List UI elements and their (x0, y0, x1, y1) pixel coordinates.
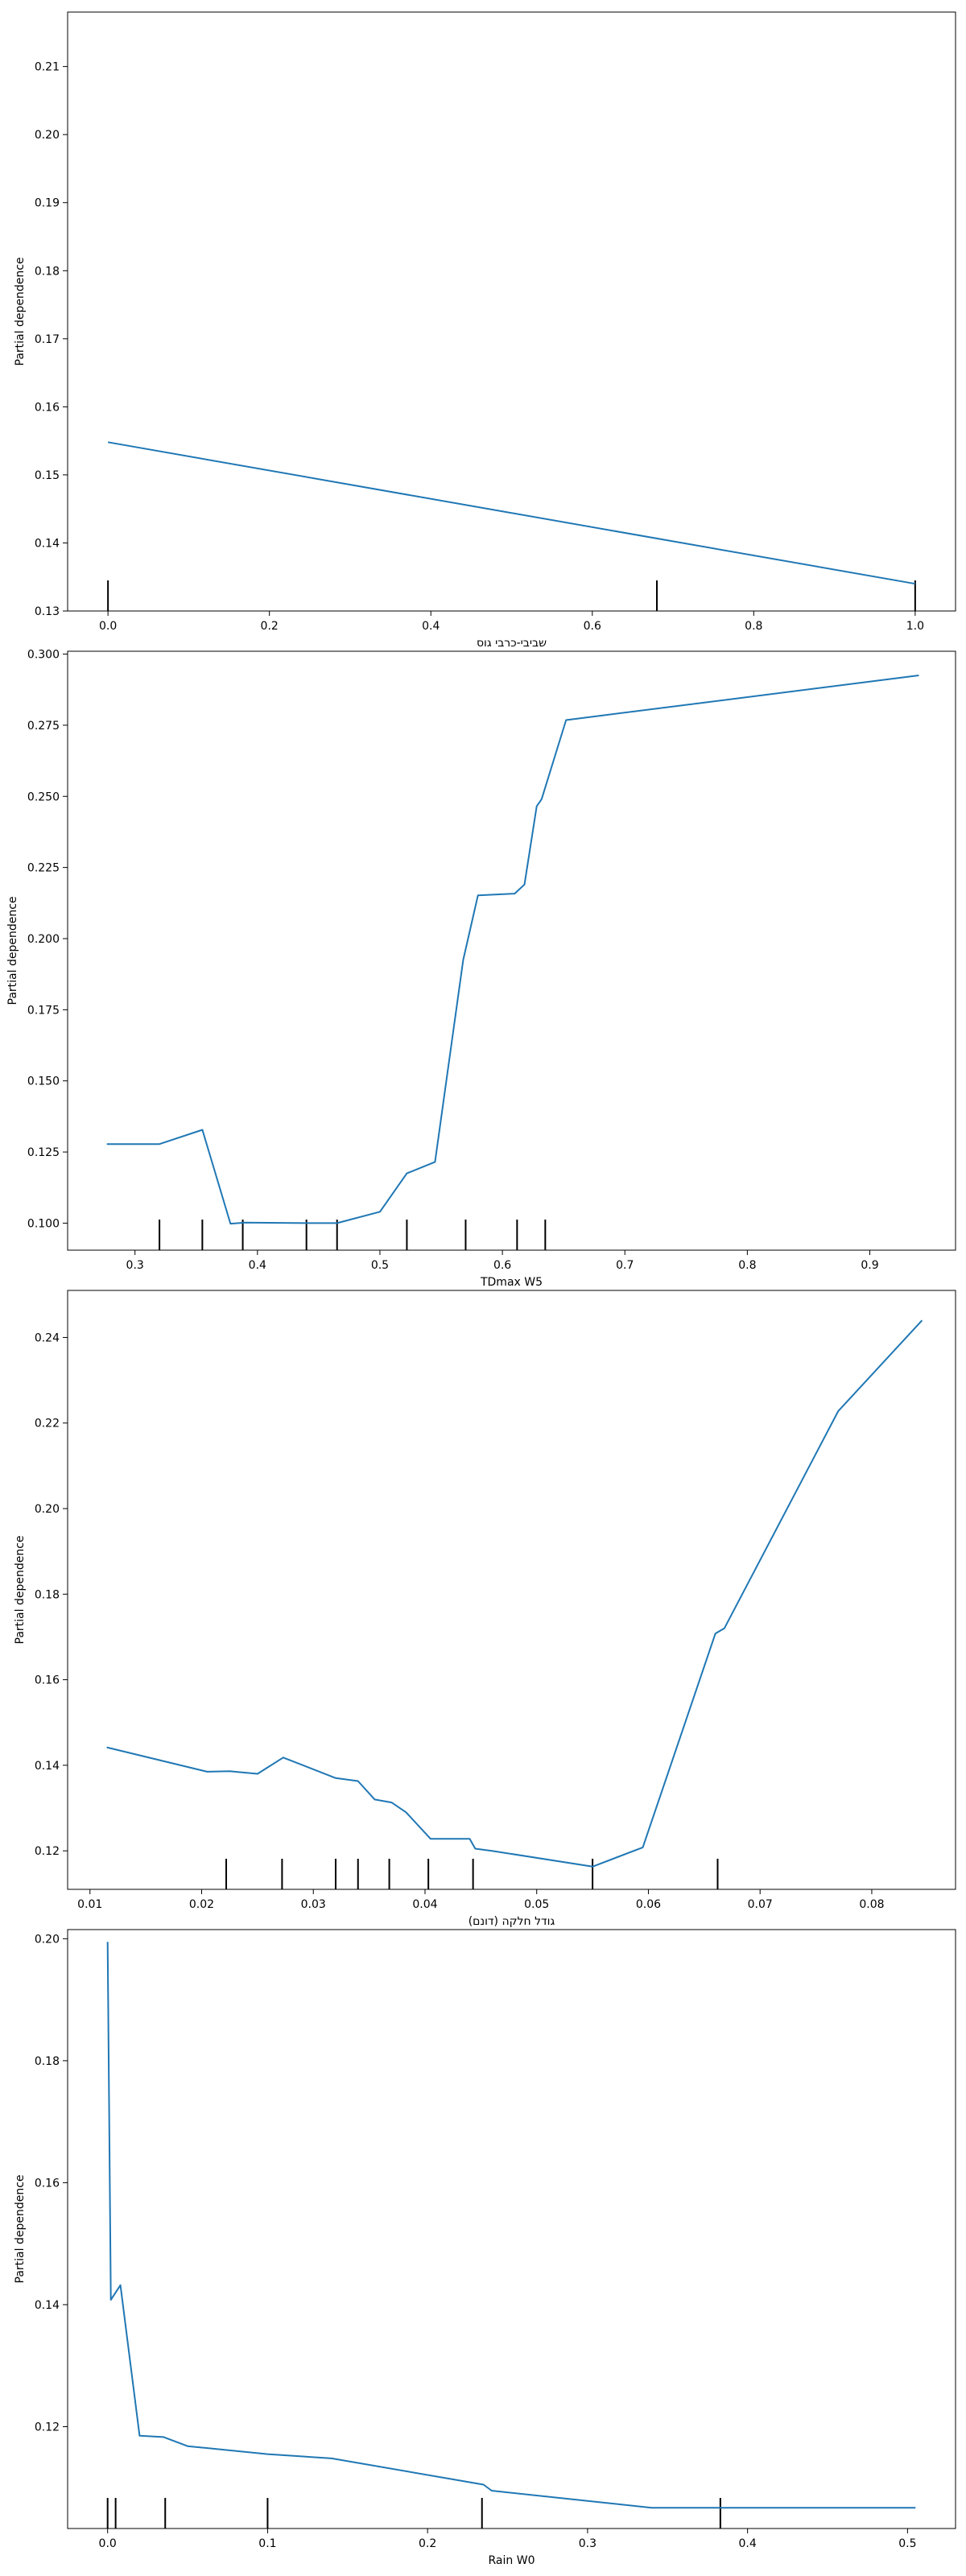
y-tick-label: 0.300 (27, 649, 60, 662)
x-tick-label: 0.06 (636, 1898, 661, 1911)
x-tick-label: 0.0 (99, 620, 117, 633)
y-tick-label: 0.18 (35, 265, 60, 278)
y-tick-label: 0.17 (35, 333, 60, 346)
x-tick-label: 0.04 (412, 1898, 437, 1911)
chart-panel-4: 0.0 0.1 0.2 0.3 0.4 0.5 0.12 0.14 0.16 0.18 0.20 Ra… (14, 1929, 956, 2567)
x-axis-label: שביבי-כרבי גוס (477, 637, 547, 650)
x-tick-label: 0.4 (249, 1259, 266, 1272)
x-axis-label: Rain W0 (489, 2554, 535, 2567)
x-tick-label: 0.4 (422, 620, 440, 633)
y-tick-label: 0.125 (27, 1146, 60, 1159)
y-tick-label: 0.12 (35, 1845, 60, 1858)
x-tick-label: 0.08 (859, 1898, 884, 1911)
y-tick-label: 0.19 (35, 197, 60, 210)
x-tick-label: 0.8 (738, 1259, 756, 1272)
x-tick-label: 1.0 (906, 620, 924, 633)
plot-frame (67, 11, 956, 612)
plot-frame (67, 1290, 956, 1890)
y-tick-label: 0.18 (35, 2055, 60, 2068)
x-tick-label: 0.4 (739, 2537, 757, 2550)
x-tick-label: 0.2 (261, 620, 279, 633)
plot-frame (67, 650, 956, 1251)
y-tick-label: 0.100 (27, 1217, 60, 1230)
y-tick-label: 0.250 (27, 791, 60, 803)
x-tick-label: 0.02 (189, 1898, 214, 1911)
x-tick-label: 0.0 (99, 2537, 117, 2550)
y-tick-label: 0.16 (35, 401, 60, 414)
x-tick-label: 0.1 (258, 2537, 276, 2550)
x-tick-label: 0.03 (301, 1898, 326, 1911)
y-tick-label: 0.20 (35, 129, 60, 142)
y-axis-label: Partial dependence (14, 2174, 27, 2283)
y-tick-label: 0.175 (27, 1004, 60, 1017)
pd-line (107, 441, 916, 585)
y-tick-label: 0.200 (27, 933, 60, 946)
y-tick-label: 0.18 (35, 1588, 60, 1601)
x-axis-label: גודל חלקה (דונם) (469, 1915, 555, 1928)
x-tick-label: 0.07 (748, 1898, 773, 1911)
x-tick-label: 0.8 (745, 620, 762, 633)
y-tick-label: 0.150 (27, 1075, 60, 1088)
pd-line (106, 675, 919, 1225)
x-tick-label: 0.5 (898, 2537, 916, 2550)
y-tick-label: 0.20 (35, 1503, 60, 1516)
x-tick-label: 0.7 (616, 1259, 634, 1272)
x-tick-label: 0.3 (126, 1259, 144, 1272)
y-tick-label: 0.13 (35, 605, 60, 618)
y-tick-label: 0.275 (27, 720, 60, 733)
y-tick-label: 0.12 (35, 2421, 60, 2434)
chart-panel-2: 0.3 0.4 0.5 0.6 0.7 0.8 0.9 0.100 0.125 0.150 0.17… (6, 649, 956, 1289)
x-axis-label: TDmax W5 (480, 1276, 543, 1289)
x-tick-label: 0.3 (579, 2537, 597, 2550)
y-tick-label: 0.16 (35, 1674, 60, 1687)
y-tick-label: 0.22 (35, 1418, 60, 1430)
pd-line (106, 1942, 916, 2509)
y-tick-label: 0.24 (35, 1331, 60, 1344)
chart-panel-3: 0.01 0.02 0.03 0.04 0.05 0.06 0.07 0.08 0.12 0.14… (14, 1290, 956, 1928)
y-tick-label: 0.16 (35, 2177, 60, 2190)
y-tick-label: 0.14 (35, 1760, 60, 1773)
chart-panel-1: 0.0 0.2 0.4 0.6 0.8 1.0 0.13 0.14 0.15 0.16 0.17 0.… (14, 11, 956, 650)
y-tick-label: 0.20 (35, 1933, 60, 1946)
x-tick-label: 0.9 (861, 1259, 878, 1272)
x-tick-label: 0.5 (371, 1259, 389, 1272)
y-axis-label: Partial dependence (14, 257, 27, 365)
y-tick-label: 0.14 (35, 2299, 60, 2312)
y-tick-label: 0.21 (35, 61, 60, 74)
y-tick-label: 0.14 (35, 537, 60, 550)
y-tick-label: 0.225 (27, 862, 60, 875)
y-axis-label: Partial dependence (6, 896, 19, 1005)
x-tick-label: 0.01 (77, 1898, 102, 1911)
plot-frame (67, 1929, 956, 2529)
y-axis-label: Partial dependence (14, 1535, 27, 1644)
pd-line (106, 1319, 923, 1868)
x-tick-label: 0.2 (419, 2537, 436, 2550)
y-tick-label: 0.15 (35, 469, 60, 482)
x-tick-label: 0.6 (584, 620, 601, 633)
x-tick-label: 0.6 (493, 1259, 511, 1272)
x-tick-label: 0.05 (524, 1898, 549, 1911)
